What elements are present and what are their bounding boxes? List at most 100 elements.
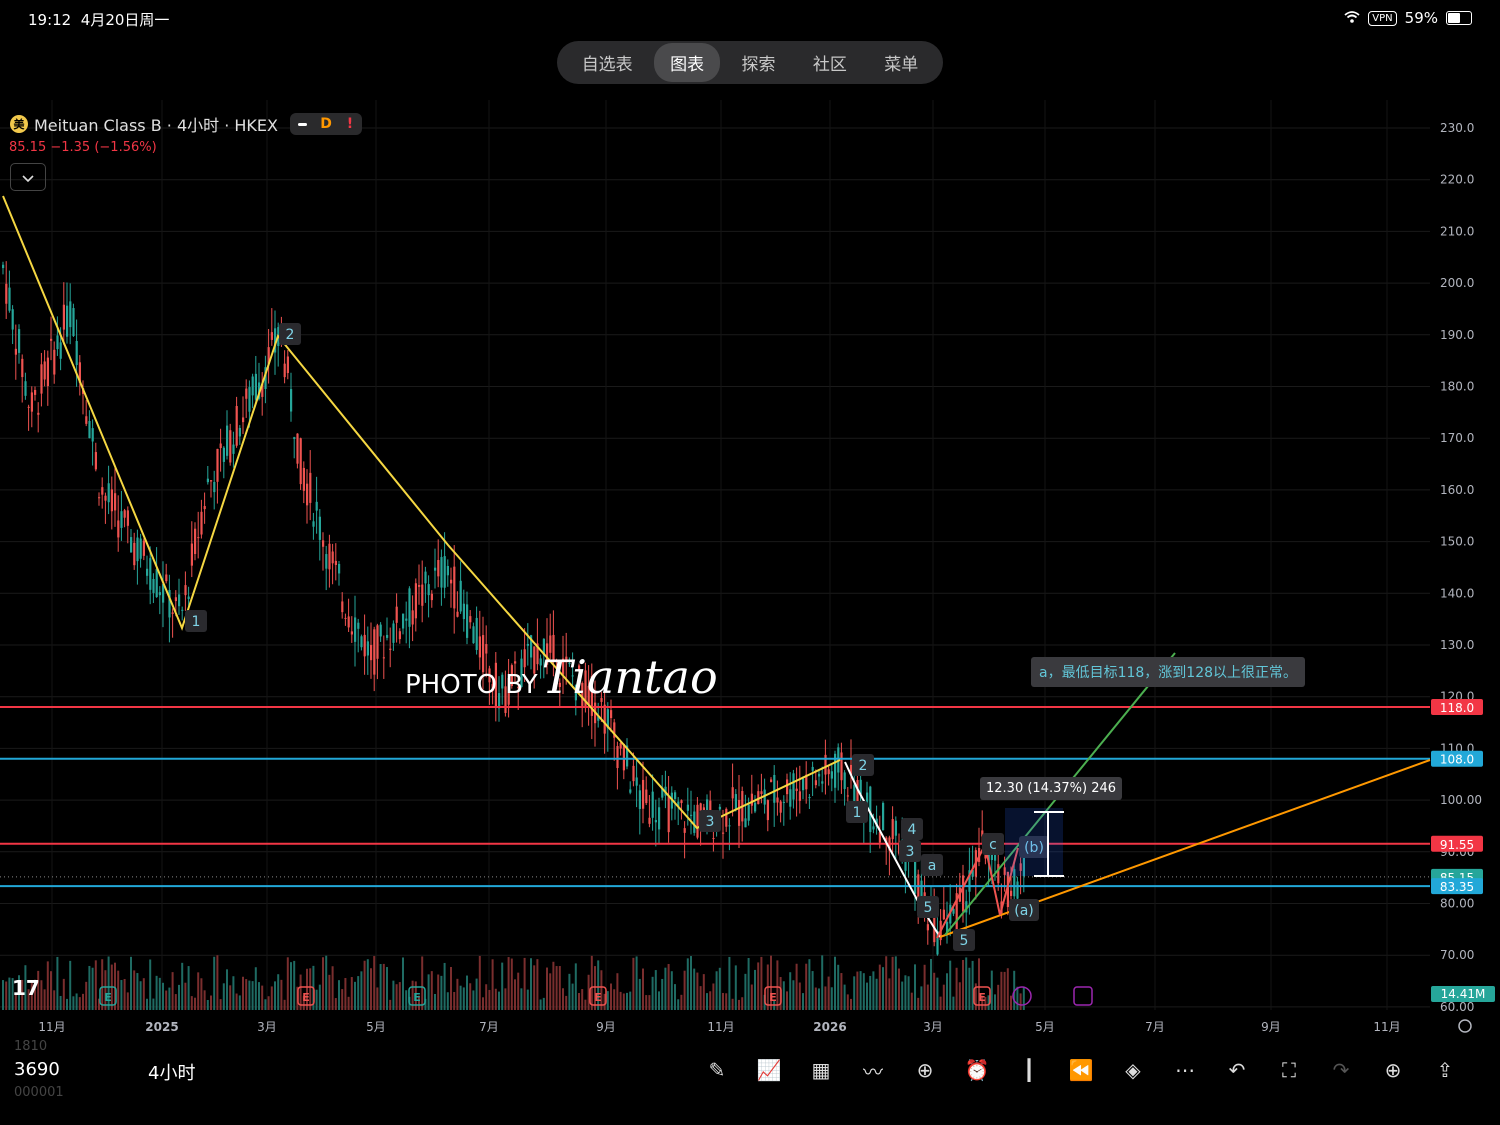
nav-tab-4[interactable]: 菜单 — [884, 55, 919, 75]
candle-body — [101, 487, 104, 495]
volume-bar — [152, 998, 155, 1010]
minus-icon[interactable] — [290, 113, 314, 135]
volume-bar — [133, 970, 136, 1010]
nav-tab-3[interactable]: 社区 — [812, 55, 847, 75]
volume-bar — [571, 983, 574, 1010]
wave-label[interactable]: a — [928, 858, 937, 874]
fullscreen-icon[interactable]: ⛶ — [1282, 1058, 1296, 1082]
sub-wave-line[interactable] — [936, 842, 1019, 939]
earnings-marker[interactable] — [297, 986, 315, 1006]
x-axis-label: 7月 — [1145, 1020, 1165, 1034]
share-icon[interactable]: ⇪ — [1436, 1058, 1454, 1082]
collapse-legend-button[interactable] — [10, 163, 46, 191]
price-chart[interactable]: 230.0220.0210.0200.0190.0180.0170.0160.0… — [0, 100, 1500, 1040]
layout-grid-icon[interactable]: ▦ — [811, 1058, 831, 1082]
earnings-marker[interactable] — [99, 986, 117, 1006]
volume-bar — [405, 990, 408, 1010]
volume-bar — [578, 993, 580, 1010]
dividend-marker[interactable] — [1012, 986, 1032, 1006]
volume-bar — [562, 988, 564, 1010]
volume-bar — [123, 978, 126, 1010]
symbol-header[interactable]: 美 Meituan Class B · 4小时 · HKEX D ! — [10, 112, 362, 136]
x-axis-label: 5月 — [366, 1020, 386, 1034]
nav-tab-0[interactable]: 自选表 — [581, 55, 633, 75]
candle-body — [853, 784, 856, 806]
candle-body — [392, 623, 395, 643]
drawing-trend-icon[interactable]: 〰 — [863, 1059, 883, 1084]
measure-label[interactable]: 12.30 (14.37%) 246 — [980, 777, 1123, 800]
wave-label-box — [846, 801, 868, 823]
candle-body — [347, 616, 350, 628]
candle-body — [510, 665, 513, 687]
add-icon[interactable]: ⊕ — [916, 1058, 934, 1082]
volume-bar — [974, 983, 977, 1010]
symbol-title[interactable]: Meituan Class B · 4小时 · HKEX — [34, 116, 278, 135]
wave-label[interactable]: 5 — [924, 900, 933, 916]
future-earnings-marker[interactable] — [1073, 986, 1093, 1006]
price-tag — [1431, 750, 1483, 767]
candle-body — [130, 537, 133, 553]
add-indicator-icon[interactable]: ⊕ — [1384, 1058, 1402, 1082]
earnings-marker[interactable] — [764, 986, 782, 1006]
wave-label[interactable]: c — [989, 837, 997, 853]
candle-body — [46, 357, 49, 387]
volume-bar — [955, 967, 958, 1010]
candle-body — [341, 601, 344, 613]
wave-label[interactable]: (b) — [1024, 840, 1044, 856]
wave-label[interactable]: 1 — [192, 614, 201, 630]
volume-bar — [478, 955, 481, 1010]
replay-icon[interactable]: ⏪ — [1068, 1058, 1094, 1082]
candle-body — [203, 506, 206, 510]
wave-label[interactable]: 4 — [908, 822, 917, 838]
undo-icon[interactable]: ↶ — [1228, 1058, 1246, 1082]
volume-bar — [709, 991, 712, 1010]
volume-bar — [334, 998, 337, 1010]
pen-icon[interactable]: ✎ — [708, 1058, 726, 1082]
previous-symbol[interactable]: 1810 — [14, 1039, 48, 1054]
candle-body — [600, 698, 603, 702]
earnings-marker[interactable] — [589, 986, 607, 1006]
alert-clock-icon[interactable]: ⏰ — [964, 1058, 990, 1082]
candles-type-icon[interactable]: ┃ — [1022, 1058, 1036, 1082]
nav-tab-1[interactable]: 图表 — [654, 43, 721, 82]
earnings-marker[interactable] — [973, 986, 991, 1006]
symbol-logo-icon: 美 — [10, 115, 28, 133]
interval-selector[interactable]: 4小时 — [148, 1063, 196, 1084]
wave-label[interactable]: 3 — [906, 844, 915, 860]
next-symbol[interactable]: 000001 — [14, 1085, 64, 1100]
candle-body — [472, 626, 475, 644]
candle-body — [968, 870, 971, 892]
volume-bar — [776, 960, 779, 1010]
volume-bar — [907, 976, 910, 1010]
redo-icon[interactable]: ↷ — [1332, 1058, 1350, 1082]
layers-icon[interactable]: ◈ — [1125, 1058, 1141, 1082]
candle-body — [661, 787, 664, 798]
more-icon[interactable]: ⋯ — [1175, 1058, 1195, 1082]
wave-label[interactable]: 2 — [859, 758, 868, 774]
candle-body — [322, 540, 325, 547]
indicators-icon[interactable]: 📈 — [756, 1058, 782, 1082]
symbol-code[interactable]: 3690 — [14, 1059, 60, 1080]
target-annotation[interactable]: a，最低目标118，涨到128以上很正常。 — [1031, 657, 1306, 687]
nav-tab-2[interactable]: 探索 — [741, 55, 776, 75]
wave-label[interactable]: 5 — [960, 933, 969, 949]
delayed-badge[interactable]: D — [320, 116, 332, 132]
volume-bar — [798, 982, 801, 1010]
wave-label[interactable]: 3 — [706, 814, 715, 830]
candle-body — [773, 775, 776, 803]
candle-body — [558, 682, 561, 687]
warning-badge[interactable]: ! — [346, 116, 354, 132]
candle-body — [571, 675, 574, 677]
volume-bar — [859, 971, 862, 1010]
wave-line-secondary[interactable] — [844, 761, 941, 938]
candle-body — [830, 771, 833, 779]
volume-bar — [629, 991, 632, 1010]
candle-body — [69, 301, 72, 328]
settings-gear-icon[interactable] — [1458, 1019, 1472, 1033]
volume-bar — [581, 989, 584, 1010]
earnings-marker[interactable] — [408, 986, 426, 1006]
wave-label[interactable]: 2 — [286, 327, 295, 343]
volume-bar — [216, 955, 219, 1010]
wave-label[interactable]: 1 — [853, 805, 862, 821]
wave-label[interactable]: (a) — [1014, 903, 1034, 919]
